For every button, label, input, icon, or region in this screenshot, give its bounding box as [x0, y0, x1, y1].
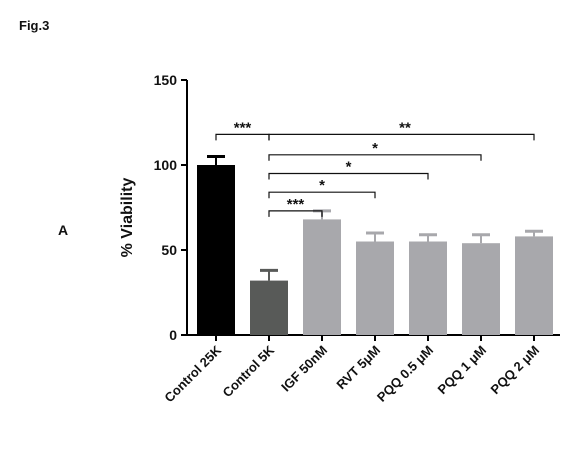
bar	[409, 241, 447, 335]
significance-brackets: *** ********	[215, 119, 535, 217]
significance-bracket	[268, 133, 535, 141]
bar	[356, 241, 394, 335]
bar	[197, 165, 235, 335]
category-label: RVT 5μM	[333, 343, 383, 393]
bar	[303, 219, 341, 335]
category-label: PQQ 0.5 μM	[374, 343, 436, 405]
significance-label: **	[399, 119, 411, 136]
significance-label: ***	[287, 196, 305, 213]
y-tick-label: 50	[161, 242, 177, 258]
y-tick-label: 100	[154, 157, 178, 173]
y-tick-label: 150	[154, 72, 178, 88]
y-tick-label: 0	[169, 327, 177, 343]
significance-label: *	[319, 177, 325, 194]
significance-label: ***	[234, 119, 252, 136]
significance-bracket	[268, 191, 376, 199]
significance-bracket	[268, 172, 429, 180]
significance-label: *	[372, 140, 378, 157]
significance-bracket	[268, 154, 482, 161]
panel-label: A	[58, 222, 69, 238]
category-label: PQQ 2 μM	[488, 343, 543, 398]
category-label: IGF 50nM	[278, 343, 330, 395]
category-label: PQQ 1 μM	[435, 343, 490, 398]
bars	[197, 155, 553, 335]
bar	[515, 236, 553, 335]
significance-label: *	[346, 159, 352, 176]
category-label: Control 5K	[220, 342, 278, 400]
significance-bracket	[268, 210, 323, 217]
y-axis-title: % Viability	[119, 178, 136, 258]
bar	[250, 280, 288, 335]
category-label: Control 25K	[161, 342, 224, 405]
figure-label: Fig.3	[19, 18, 50, 33]
bar	[462, 243, 500, 335]
